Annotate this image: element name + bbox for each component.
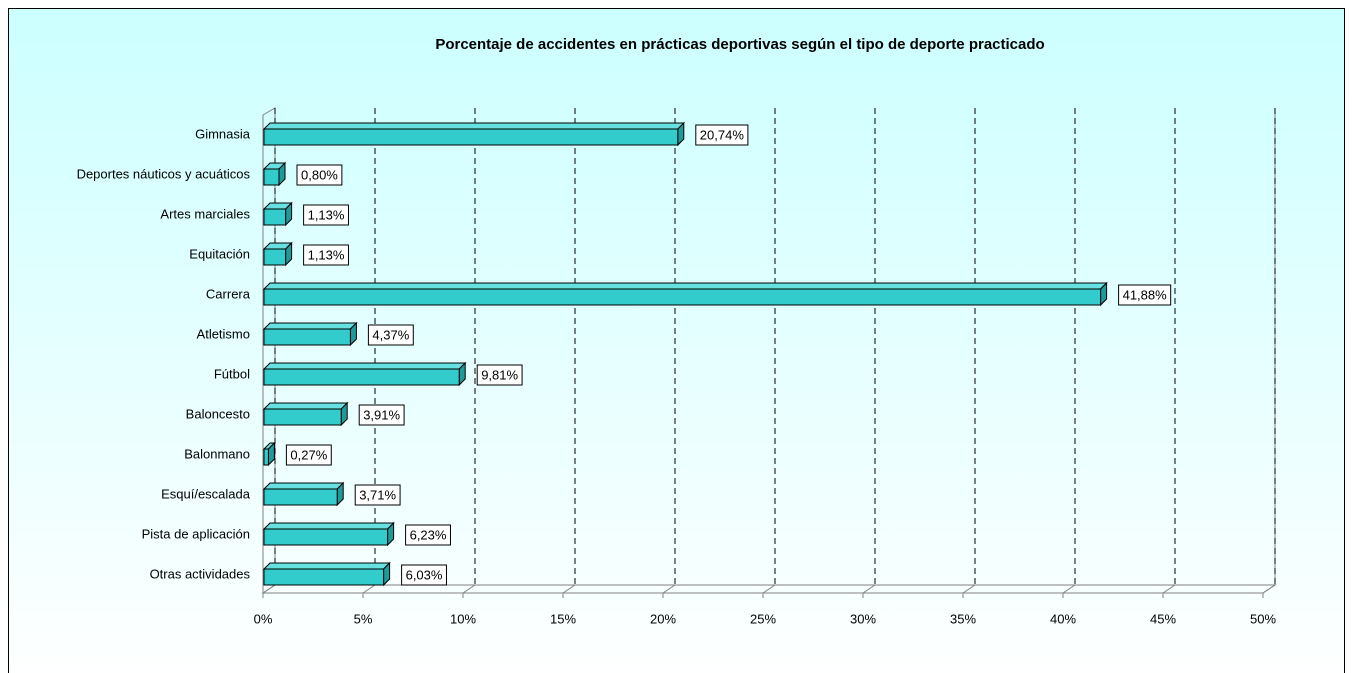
y-tick-label: Deportes náuticos y acuáticos [77,166,251,181]
bar [263,448,269,466]
data-label-box [367,324,414,346]
data-label-box [303,204,349,226]
y-tick-label: Artes marciales [160,206,250,221]
y-tick-label: Esquí/escalada [161,486,251,501]
bar-top [262,122,686,130]
data-label-box [296,164,343,186]
x-tick-label: 20% [650,611,676,626]
y-tick-label: Atletismo [197,326,250,341]
bar [263,128,679,146]
data-label-box [1118,284,1172,306]
data-label-box [354,484,401,506]
x-tick-label: 0% [254,611,273,626]
bar [263,208,287,226]
data-label-box [405,524,451,546]
data-label-box [401,564,447,586]
bar-top [262,562,391,570]
data-label: 41,88% [1123,287,1168,302]
bar [263,408,342,426]
y-tick-label: Baloncesto [186,406,250,421]
bar [263,488,338,506]
chart-title: Porcentaje de accidentes en prácticas de… [435,36,1044,53]
x-tick-label: 35% [950,611,976,626]
data-label: 4,37% [372,327,409,342]
data-label-box [285,444,332,466]
data-label-box [476,364,523,386]
y-tick-label: Gimnasia [195,126,251,141]
data-label-box [303,244,349,266]
bar [263,328,351,346]
y-tick-label: Balonmano [184,446,250,461]
data-label: 6,23% [410,527,447,542]
data-label: 0,80% [301,167,338,182]
grid-floor [962,584,976,594]
grid-floor [562,584,576,594]
x-tick-label: 5% [354,611,373,626]
grid-floor [762,584,776,594]
bar [263,568,385,586]
grid-floor [1162,584,1176,594]
data-label-box [695,124,749,146]
grid-floor [1062,584,1076,594]
y-tick-label: Fútbol [214,366,250,381]
axis-walls [262,107,1276,593]
x-tick-label: 10% [450,611,476,626]
y-tick-label: Carrera [206,286,251,301]
grid-floor [262,584,276,594]
y-tick-label: Equitación [189,246,250,261]
grid-floor [662,584,676,594]
bar [263,288,1102,306]
x-tick-label: 15% [550,611,576,626]
y-tick-label: Otras actividades [150,566,251,581]
grid-floor [1262,584,1276,594]
y-tick-label: Pista de aplicación [142,526,250,541]
data-label: 3,71% [359,487,396,502]
bar [263,248,287,266]
data-label: 0,27% [290,447,327,462]
bar-top [262,522,395,530]
grid-floor [862,584,876,594]
data-label: 6,03% [406,567,443,582]
bar [263,528,389,546]
chart-area [8,8,1345,673]
data-label-box [358,404,405,426]
bar-top [262,322,358,330]
data-label: 3,91% [363,407,400,422]
data-label: 20,74% [700,127,745,142]
bar-top [262,482,345,490]
data-label: 9,81% [481,367,518,382]
bar-top [262,282,1108,290]
bar [263,168,280,186]
grid-floor [362,584,376,594]
x-tick-label: 45% [1150,611,1176,626]
grid-floor [462,584,476,594]
x-tick-label: 40% [1050,611,1076,626]
data-label: 1,13% [308,247,345,262]
x-tick-label: 25% [750,611,776,626]
x-tick-label: 50% [1250,611,1276,626]
x-tick-label: 30% [850,611,876,626]
bar [263,368,460,386]
data-label: 1,13% [308,207,345,222]
bar-top [262,362,467,370]
bar-top [262,402,349,410]
